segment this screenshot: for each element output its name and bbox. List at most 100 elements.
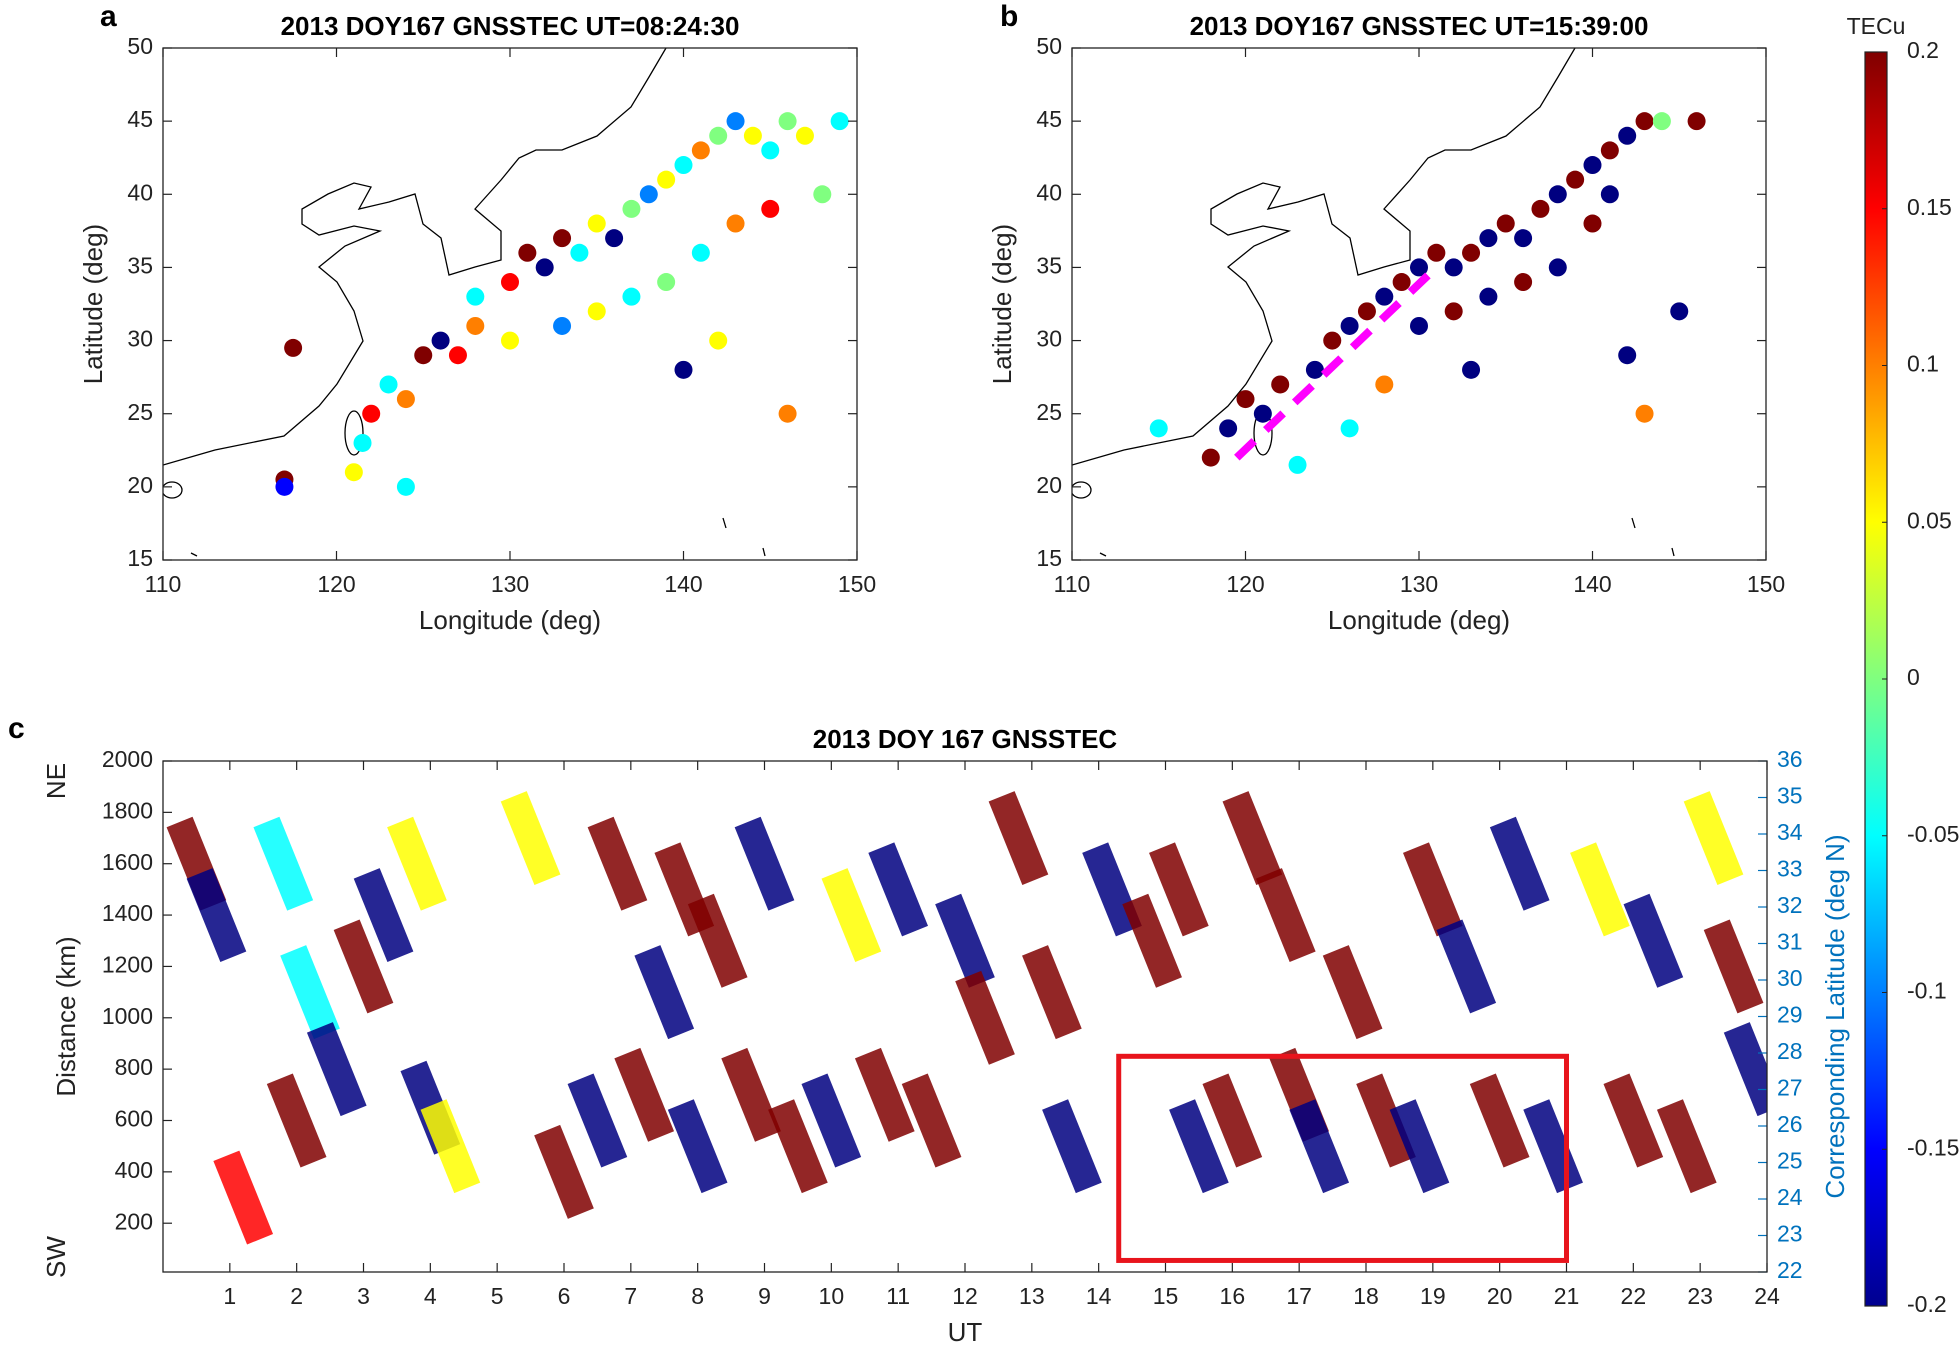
tec-point — [284, 338, 303, 357]
tec-streak — [1022, 945, 1082, 1040]
y-tick-label: 1400 — [102, 900, 153, 926]
tec-point — [657, 170, 676, 189]
y-tick-label: 45 — [1036, 106, 1062, 132]
plot-content — [1072, 48, 1706, 557]
y2-tick-label: 30 — [1777, 965, 1803, 991]
tec-point — [1149, 419, 1168, 438]
colorbar-tick-label: -0.05 — [1907, 821, 1959, 847]
tec-point — [570, 243, 589, 262]
highlight-box — [1116, 1053, 1569, 1263]
y-tick-label: 800 — [115, 1054, 153, 1080]
tec-point — [1357, 302, 1376, 321]
tec-streak — [567, 1073, 628, 1168]
x-tick-label: 9 — [758, 1283, 771, 1309]
tec-streak — [1703, 919, 1764, 1014]
tec-streak — [1723, 1022, 1767, 1117]
tec-streak — [1389, 1099, 1450, 1194]
tec-point — [353, 433, 372, 452]
tec-point — [1635, 112, 1654, 131]
tec-streak — [266, 1073, 327, 1168]
y-axis-label: Latitude (deg) — [987, 224, 1017, 384]
x-tick-label: 4 — [424, 1283, 437, 1309]
tec-point — [691, 243, 710, 262]
y-axis-label: Distance (km) — [51, 936, 81, 1096]
tec-point — [1340, 316, 1359, 335]
tec-point — [587, 302, 606, 321]
tec-point — [1201, 448, 1220, 467]
x-tick-label: 8 — [691, 1283, 704, 1309]
tec-point — [605, 229, 624, 248]
y-tick-label: 600 — [115, 1106, 153, 1132]
x-tick-label: 120 — [1226, 571, 1264, 597]
x-axis-label: Longitude (deg) — [1328, 605, 1510, 635]
tec-streak — [721, 1047, 781, 1142]
x-axis-label: Longitude (deg) — [419, 605, 601, 635]
y2-tick-label: 24 — [1777, 1184, 1803, 1210]
tec-point — [1514, 229, 1533, 248]
tec-point — [1514, 273, 1533, 292]
colorbar-tick-label: 0.05 — [1907, 507, 1952, 533]
tec-streak — [667, 1099, 728, 1194]
tec-point — [691, 141, 710, 160]
panel-label: b — [1000, 0, 1018, 33]
tec-point — [1548, 185, 1567, 204]
x-tick-label: 3 — [357, 1283, 370, 1309]
tec-point — [1635, 404, 1654, 423]
x-tick-label: 5 — [491, 1283, 504, 1309]
tec-point — [1427, 243, 1446, 262]
x-tick-label: 22 — [1621, 1283, 1647, 1309]
y-tick-label: 25 — [127, 399, 153, 425]
tec-point — [726, 112, 745, 131]
tec-point — [1288, 455, 1307, 474]
tec-point — [587, 214, 606, 233]
y2-tick-label: 32 — [1777, 892, 1803, 918]
y-tick-label: 30 — [127, 326, 153, 352]
x-tick-label: 17 — [1286, 1283, 1312, 1309]
x-tick-label: 18 — [1353, 1283, 1379, 1309]
tec-point — [1271, 375, 1290, 394]
tec-streak — [768, 1099, 828, 1194]
axes-frame — [162, 760, 1768, 1273]
y2-tick-label: 34 — [1777, 819, 1803, 845]
tec-point — [1375, 287, 1394, 306]
tec-point — [396, 477, 415, 496]
x-tick-label: 110 — [145, 571, 182, 597]
tec-point — [709, 126, 728, 145]
tec-point — [1323, 331, 1342, 350]
tec-point — [1253, 404, 1272, 423]
tec-point — [501, 331, 519, 350]
tec-streak — [280, 945, 340, 1040]
y-axis-label: Latitude (deg) — [78, 224, 108, 384]
tec-point — [535, 258, 554, 277]
x-tick-label: 15 — [1153, 1283, 1179, 1309]
y-tick-label: 20 — [127, 472, 153, 498]
tec-point — [466, 316, 485, 335]
tec-streak — [420, 1099, 481, 1194]
y-tick-label: 400 — [115, 1157, 153, 1183]
x-tick-label: 130 — [1400, 571, 1438, 597]
tec-point — [1583, 214, 1602, 233]
y-tick-label: 45 — [127, 106, 153, 132]
tec-streak — [1469, 1073, 1530, 1168]
tec-point — [1410, 316, 1428, 335]
x-tick-label: 14 — [1086, 1283, 1112, 1309]
y-tick-label: 20 — [1036, 472, 1062, 498]
colorbar-tick-label: 0.1 — [1907, 351, 1939, 377]
x-tick-label: 24 — [1754, 1283, 1780, 1309]
tec-point — [1219, 419, 1238, 438]
direction-label: SW — [41, 1236, 71, 1278]
y2-tick-label: 33 — [1777, 856, 1803, 882]
tec-point — [761, 199, 780, 218]
y2-tick-label: 26 — [1777, 1111, 1803, 1137]
tec-streak — [1656, 1099, 1717, 1194]
x-tick-label: 12 — [952, 1283, 978, 1309]
colorbar-tick-label: 0.2 — [1907, 37, 1939, 63]
tec-point — [830, 112, 849, 131]
tec-point — [622, 199, 641, 218]
y-tick-label: 1200 — [102, 952, 153, 978]
annotation-line — [1234, 264, 1440, 461]
tec-point — [553, 229, 572, 248]
y2-tick-label: 31 — [1777, 929, 1803, 955]
y-tick-label: 15 — [127, 545, 153, 571]
y2-tick-label: 27 — [1777, 1075, 1803, 1101]
